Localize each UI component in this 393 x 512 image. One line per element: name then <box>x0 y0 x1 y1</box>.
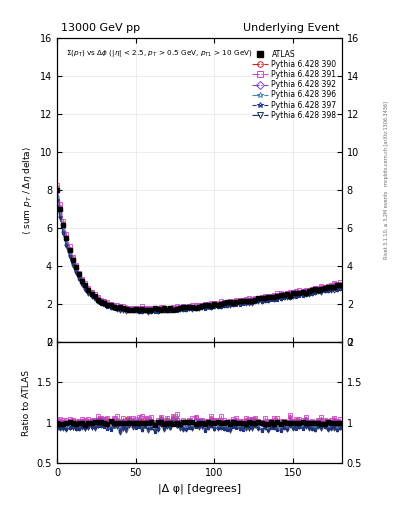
Text: 13000 GeV pp: 13000 GeV pp <box>61 23 140 33</box>
Legend: ATLAS, Pythia 6.428 390, Pythia 6.428 391, Pythia 6.428 392, Pythia 6.428 396, P: ATLAS, Pythia 6.428 390, Pythia 6.428 39… <box>250 48 338 121</box>
Text: Rivet 3.1.10, ≥ 3.2M events: Rivet 3.1.10, ≥ 3.2M events <box>384 191 389 260</box>
Text: $\Sigma(p_T)$ vs $\Delta\phi$ ($|\eta|$ < 2.5, $p_T$ > 0.5 GeV, $p_{T1}$ > 10 Ge: $\Sigma(p_T)$ vs $\Delta\phi$ ($|\eta|$ … <box>66 48 252 58</box>
Y-axis label: $\langle$ sum $p_T$ / $\Delta\eta$ delta$\rangle$: $\langle$ sum $p_T$ / $\Delta\eta$ delta… <box>21 145 34 235</box>
Y-axis label: Ratio to ATLAS: Ratio to ATLAS <box>22 370 31 436</box>
X-axis label: |Δ φ| [degrees]: |Δ φ| [degrees] <box>158 484 241 494</box>
Text: Underlying Event: Underlying Event <box>243 23 340 33</box>
Text: mcplots.cern.ch [arXiv:1306.3436]: mcplots.cern.ch [arXiv:1306.3436] <box>384 101 389 186</box>
